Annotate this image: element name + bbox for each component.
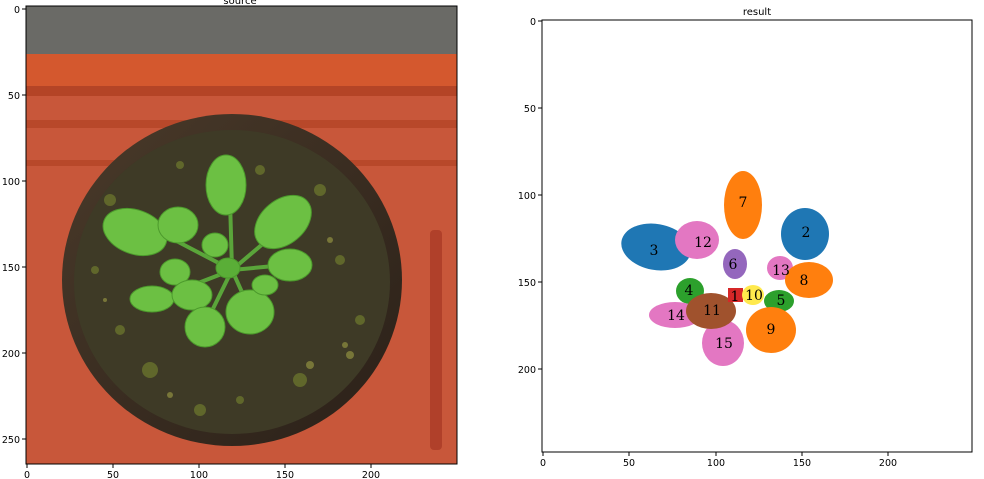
leaf-label: 6 (729, 257, 738, 273)
leaf-label: 13 (772, 263, 790, 279)
result-panel: result 0 50 100 150 200 0 50 100 150 20 (518, 7, 973, 469)
x-tick-label: 0 (24, 470, 30, 479)
leaf-mask-11 (686, 293, 736, 329)
source-panel: source (2, 0, 458, 479)
y-tick-label: 100 (2, 177, 20, 188)
leaf-mask-7 (724, 171, 762, 239)
leaf-label: 4 (685, 283, 694, 299)
source-x-tick-labels: 0 50 100 150 200 (24, 470, 380, 479)
source-image (26, 6, 457, 464)
leaf-label: 10 (745, 288, 763, 304)
y-tick-label: 0 (14, 5, 20, 16)
source-axes-frame (25, 5, 458, 465)
x-tick-label: 50 (107, 470, 119, 479)
x-tick-label: 200 (362, 470, 380, 479)
x-tick-label: 0 (540, 458, 546, 469)
leaf-label: 3 (650, 243, 659, 259)
leaf-label: 7 (739, 195, 748, 211)
segmentation-masks (621, 171, 833, 366)
y-tick-label: 0 (530, 17, 536, 28)
leaf-mask-8 (785, 262, 833, 298)
leaf-labels: 1 2 3 4 5 6 7 8 9 10 11 12 13 14 15 (650, 195, 811, 352)
leaf-mask-12 (675, 221, 719, 259)
y-tick-label: 250 (2, 435, 20, 446)
pavement-strip (26, 6, 457, 56)
tray-rim (26, 54, 457, 88)
leaf-mask-15 (702, 320, 744, 366)
leaf-label: 11 (703, 303, 721, 319)
leaf-label: 8 (800, 273, 809, 289)
plant-leaves (102, 154, 313, 348)
y-tick-label: 50 (524, 104, 536, 115)
leaf-mask-5 (764, 290, 794, 312)
y-tick-label: 150 (2, 263, 20, 274)
leaf-mask-6 (723, 249, 747, 279)
soil (74, 130, 390, 434)
leaf-label: 2 (802, 225, 811, 241)
y-tick-label: 150 (518, 278, 536, 289)
x-tick-label: 150 (793, 458, 811, 469)
y-tick-label: 50 (8, 91, 20, 102)
y-tick-label: 200 (2, 349, 20, 360)
tray-edge (430, 230, 442, 450)
leaf-mask-10 (742, 285, 764, 305)
source-title: source (223, 0, 256, 7)
leaf-label: 12 (694, 235, 712, 251)
x-tick-label: 200 (879, 458, 897, 469)
y-tick-label: 100 (518, 191, 536, 202)
result-axes-frame (541, 19, 973, 453)
leaf-label: 15 (715, 336, 733, 352)
source-y-tick-labels: 0 50 100 150 200 250 (2, 5, 20, 446)
leaf-mask-2 (781, 208, 829, 260)
leaf-label: 1 (731, 289, 740, 305)
y-tick-label: 200 (518, 365, 536, 376)
leaf-label: 9 (767, 322, 776, 338)
leaf-mask-9 (746, 307, 796, 353)
leaf-mask-1 (728, 288, 743, 302)
x-tick-label: 50 (623, 458, 635, 469)
leaf-label: 5 (777, 293, 786, 309)
leaf-mask-3 (621, 223, 691, 271)
x-tick-label: 100 (707, 458, 725, 469)
result-x-tick-labels: 0 50 100 150 200 (540, 458, 897, 469)
x-tick-label: 100 (190, 470, 208, 479)
result-title: result (743, 7, 771, 18)
leaf-label: 14 (667, 308, 685, 324)
x-tick-label: 150 (276, 470, 294, 479)
result-y-tick-labels: 0 50 100 150 200 (518, 17, 536, 376)
